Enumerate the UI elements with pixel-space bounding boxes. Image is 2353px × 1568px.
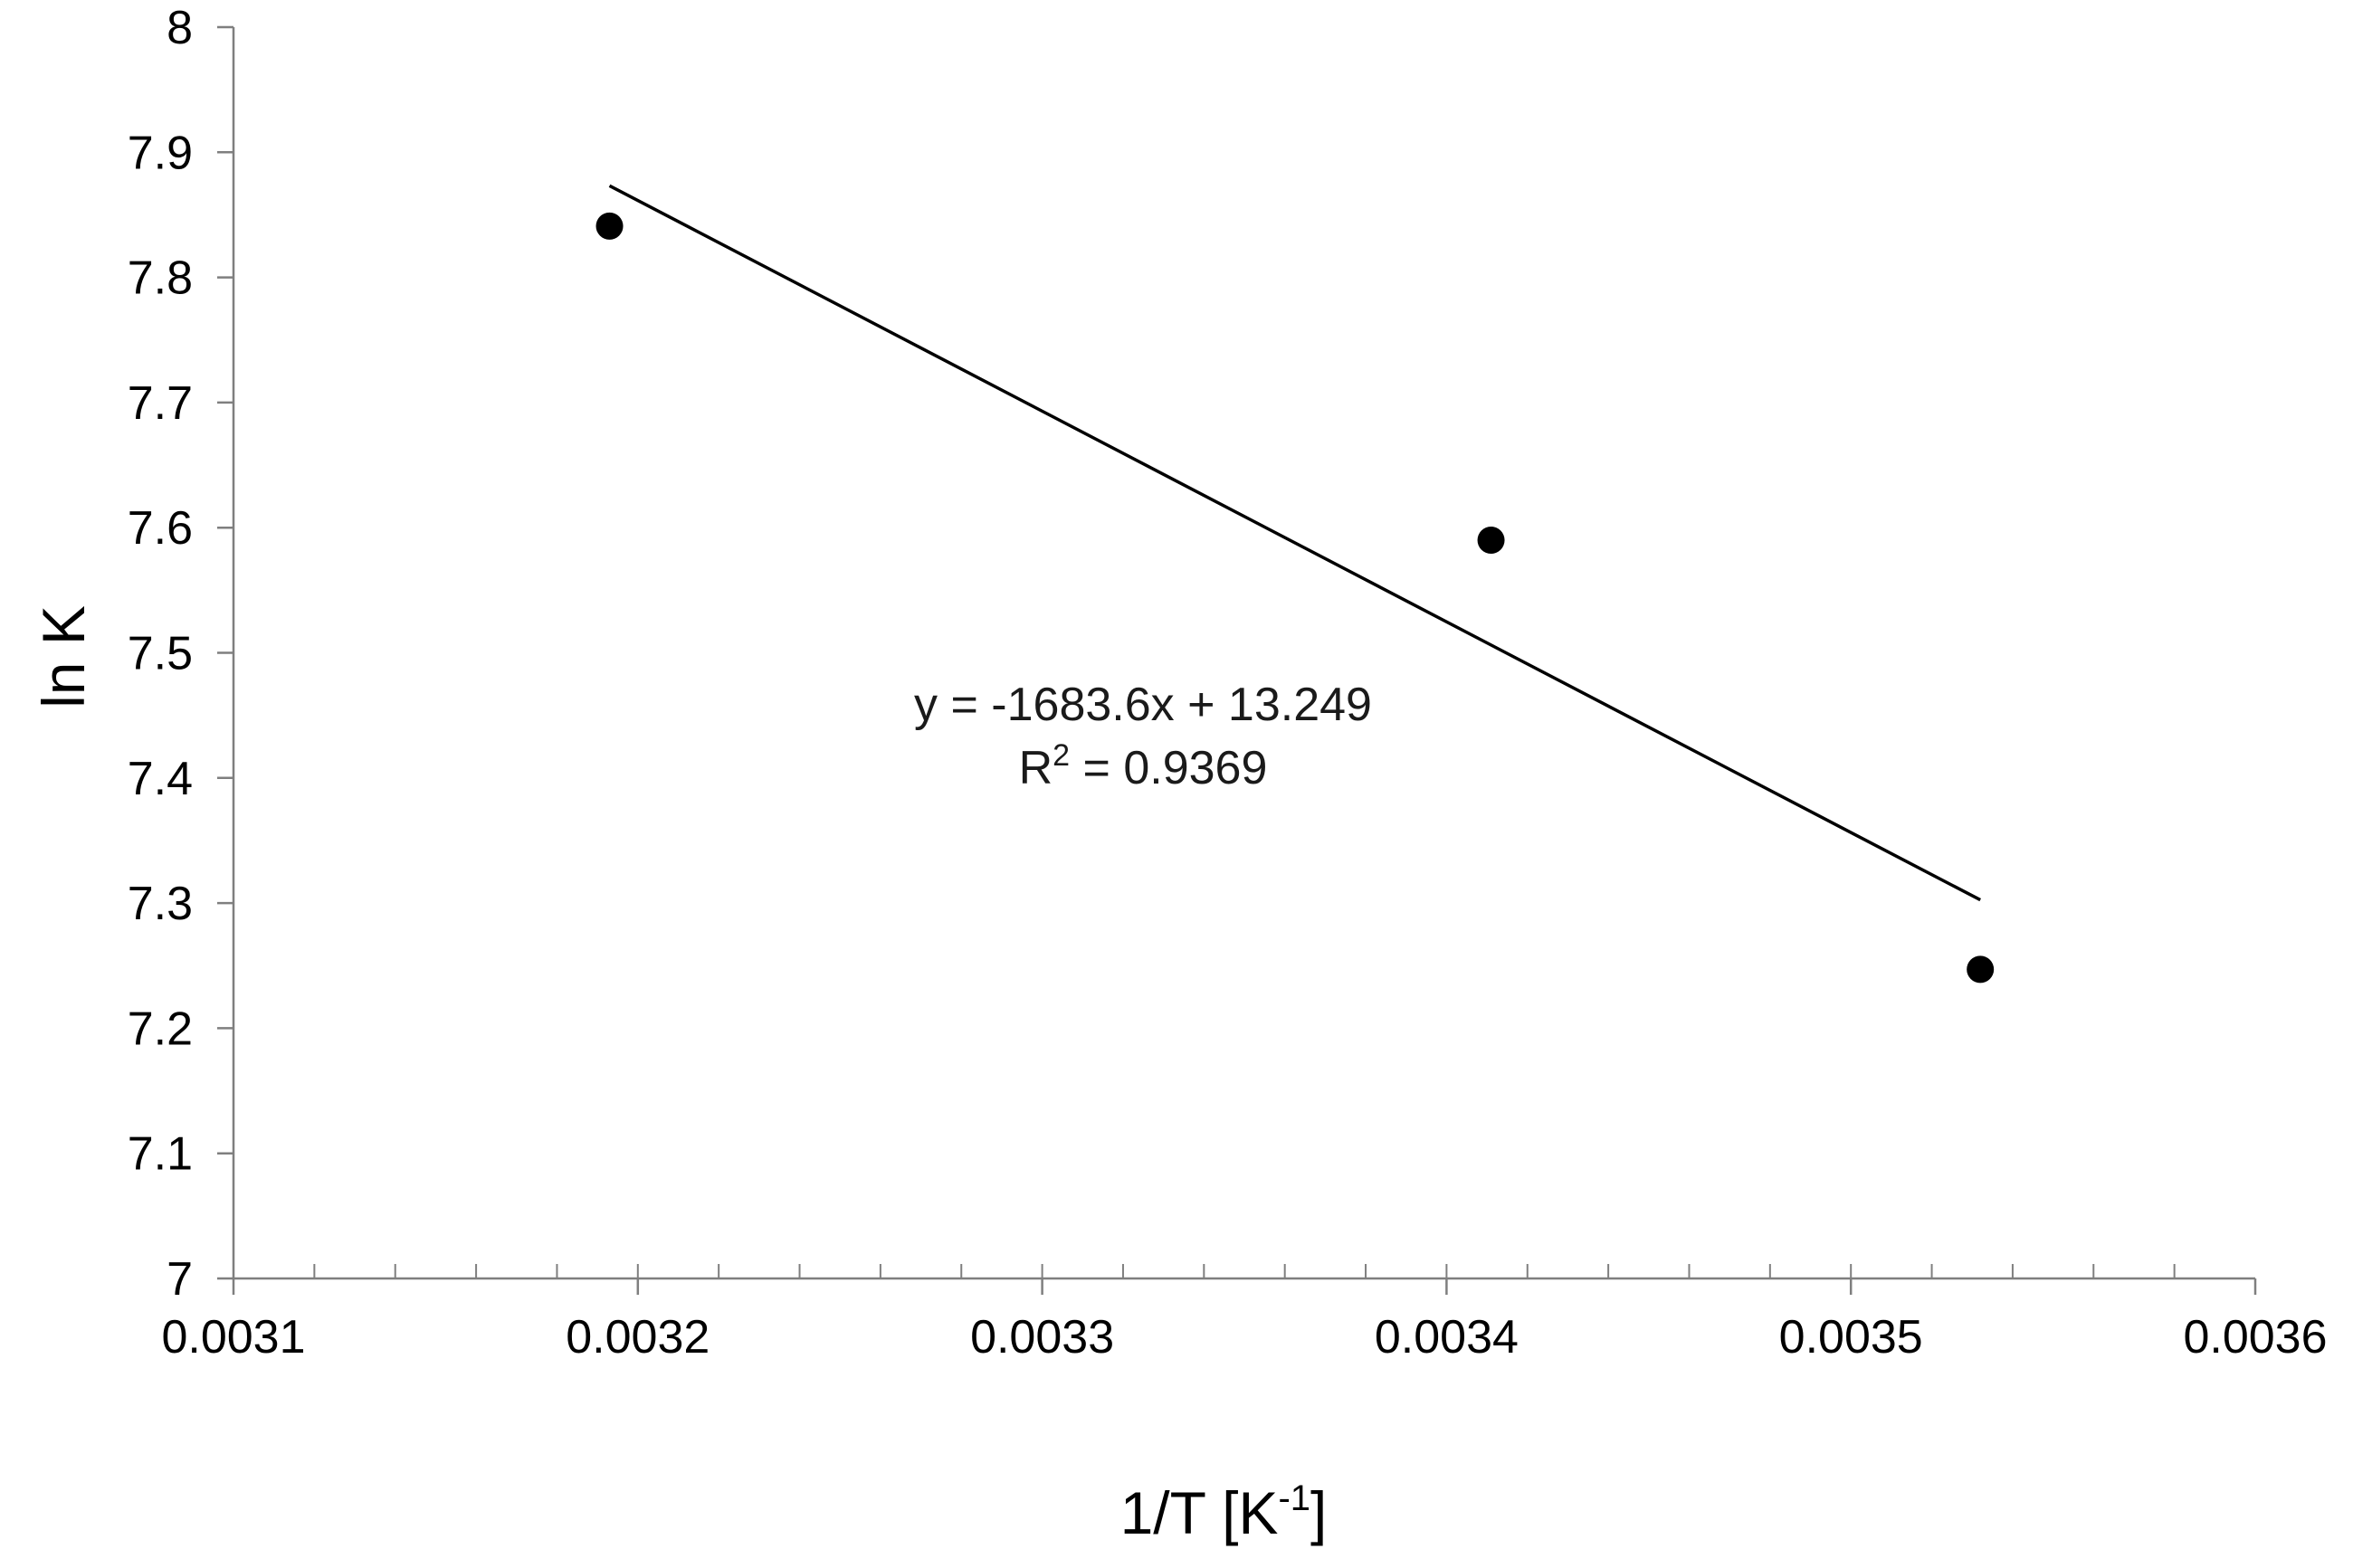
y-tick-label: 7.1 xyxy=(128,1128,193,1181)
y-tick-label: 7.5 xyxy=(128,628,193,680)
data-point xyxy=(1477,527,1505,555)
x-tick-label: 0.0032 xyxy=(566,1311,710,1364)
r-squared-value: = 0.9369 xyxy=(1070,742,1267,794)
axes xyxy=(232,27,2255,1280)
y-tick-label: 7.4 xyxy=(128,753,193,805)
trendline xyxy=(608,184,1981,902)
y-tick-label: 7.2 xyxy=(128,1003,193,1055)
data-point xyxy=(1967,955,1995,984)
x-axis-title-superscript: -1 xyxy=(1278,1478,1310,1518)
y-axis-title: ln K xyxy=(30,605,97,708)
trendline-layer xyxy=(608,184,1981,902)
y-tick-label: 8 xyxy=(167,2,193,54)
y-tick-label: 7.6 xyxy=(128,502,193,555)
r-squared-superscript: 2 xyxy=(1053,738,1070,773)
y-tick-label: 7.8 xyxy=(128,252,193,305)
r-squared-prefix: R xyxy=(1019,742,1053,794)
x-tick-label: 0.0034 xyxy=(1375,1311,1519,1364)
r-squared-label: R2 = 0.9369 xyxy=(1019,738,1268,794)
y-tick-label: 7.9 xyxy=(128,127,193,179)
x-tick-labels: 0.0031 0.0032 0.0033 0.0034 0.0035 0.0036 xyxy=(161,1311,2327,1364)
data-point xyxy=(595,212,624,240)
y-tick-label: 7.3 xyxy=(128,878,193,930)
y-tick-labels: 7 7.1 7.2 7.3 7.4 7.5 7.6 7.7 7.8 7.9 8 xyxy=(128,2,193,1306)
data-points xyxy=(595,212,1995,984)
y-tick-label: 7.7 xyxy=(128,377,193,430)
x-axis-title: 1/T [K-1] xyxy=(1120,1478,1328,1546)
trendline-equation: y = -1683.6x + 13.249 xyxy=(914,679,1372,731)
x-axis-title-main: 1/T [K xyxy=(1120,1479,1279,1546)
x-axis-title-suffix: ] xyxy=(1310,1479,1327,1546)
x-tick-label: 0.0033 xyxy=(970,1311,1114,1364)
x-tick-label: 0.0036 xyxy=(2183,1311,2327,1364)
tick-marks xyxy=(217,25,2257,1295)
y-tick-label: 7 xyxy=(167,1253,193,1306)
x-tick-label: 0.0031 xyxy=(161,1311,305,1364)
x-tick-label: 0.0035 xyxy=(1779,1311,1923,1364)
